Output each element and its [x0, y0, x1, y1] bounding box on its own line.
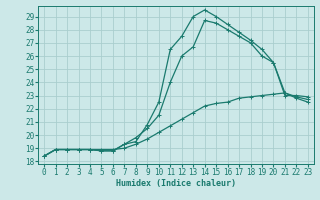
X-axis label: Humidex (Indice chaleur): Humidex (Indice chaleur): [116, 179, 236, 188]
